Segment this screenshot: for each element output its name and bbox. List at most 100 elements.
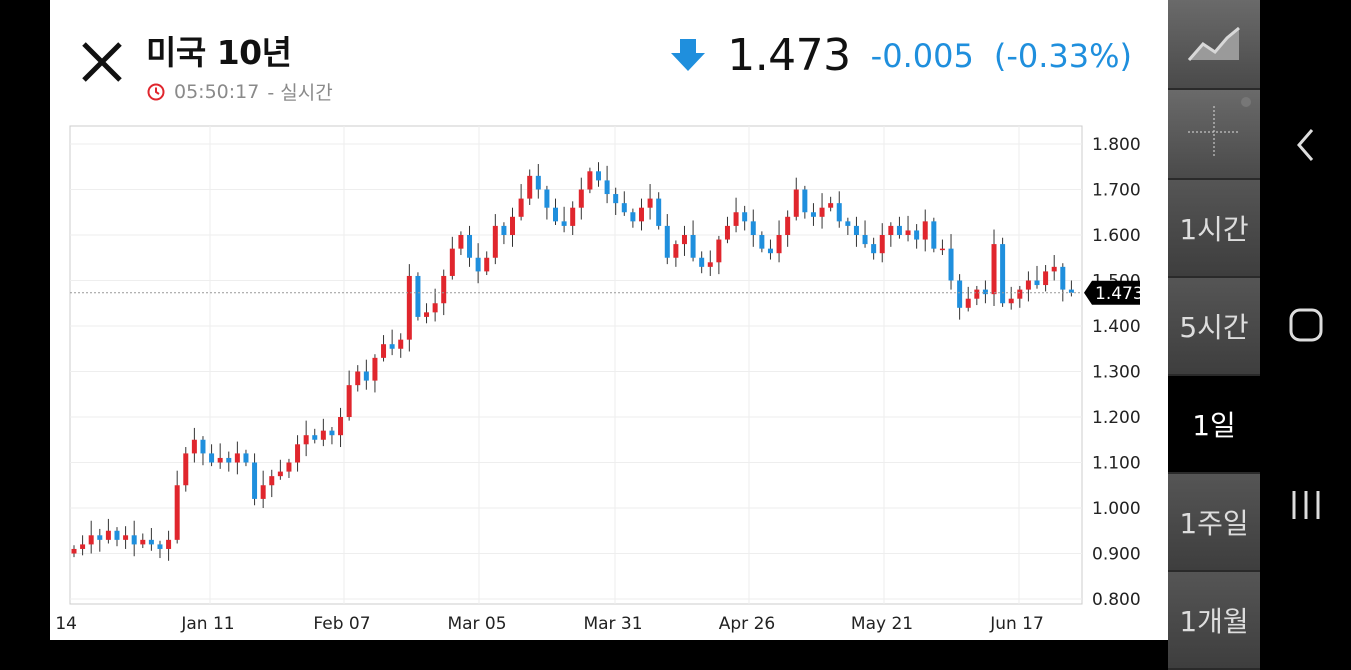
candle-body bbox=[681, 235, 687, 245]
candle-body bbox=[475, 257, 481, 272]
candle-body bbox=[690, 235, 696, 258]
price-change-percent: (-0.33%) bbox=[993, 36, 1132, 75]
candle-body bbox=[209, 453, 215, 463]
back-button[interactable] bbox=[1260, 120, 1351, 170]
x-tick-label: c 14 bbox=[50, 614, 77, 634]
y-tick-label: 0.800 bbox=[1092, 590, 1141, 610]
x-tick-label: May 21 bbox=[851, 614, 913, 634]
period-button-0[interactable]: 1시간 bbox=[1168, 180, 1260, 278]
time-row: 05:50:17 - 실시간 bbox=[146, 78, 333, 105]
candle-body bbox=[535, 175, 541, 190]
candle-body bbox=[286, 462, 292, 472]
candle-body bbox=[570, 207, 576, 226]
candle-body bbox=[398, 339, 404, 349]
candle-body bbox=[449, 248, 455, 276]
candle-body bbox=[277, 471, 283, 477]
candle-body bbox=[1025, 280, 1031, 290]
candle-body bbox=[467, 235, 473, 258]
candle-body bbox=[819, 207, 825, 217]
candle-body bbox=[1068, 289, 1074, 293]
x-tick-label: Jan 11 bbox=[180, 614, 234, 634]
period-button-4[interactable]: 1개월 bbox=[1168, 572, 1260, 670]
crosshair-button[interactable] bbox=[1168, 90, 1260, 180]
candle-body bbox=[71, 548, 77, 554]
page-title: 미국 10년 bbox=[146, 33, 292, 72]
update-time: 05:50:17 bbox=[174, 80, 260, 103]
candle-body bbox=[458, 235, 464, 249]
candle-body bbox=[157, 544, 163, 549]
chart-toolbar: 1시간 5시간 1일 1주일 1개월 bbox=[1168, 0, 1260, 670]
price-chart[interactable]: 1.8001.7001.6001.5001.4001.3001.2001.100… bbox=[50, 0, 1168, 640]
candle-body bbox=[656, 198, 662, 226]
candle-body bbox=[905, 230, 911, 235]
candle-body bbox=[518, 198, 524, 217]
system-nav-bar bbox=[1260, 0, 1351, 640]
arrow-down-icon bbox=[671, 38, 706, 71]
candle-body bbox=[707, 262, 713, 267]
candle-body bbox=[750, 221, 756, 235]
candle-body bbox=[948, 248, 954, 281]
candle-body bbox=[191, 439, 197, 454]
y-tick-label: 1.700 bbox=[1092, 181, 1141, 201]
x-tick-label: Mar 31 bbox=[583, 614, 642, 634]
y-tick-label: 1.100 bbox=[1092, 454, 1141, 474]
x-tick-label: Mar 05 bbox=[447, 614, 506, 634]
close-icon[interactable] bbox=[80, 40, 124, 84]
last-price: 1.473 bbox=[727, 30, 851, 81]
period-button-3[interactable]: 1주일 bbox=[1168, 474, 1260, 572]
y-tick-label: 1.400 bbox=[1092, 317, 1141, 337]
crosshair-icon bbox=[1188, 97, 1251, 158]
candle-body bbox=[363, 371, 369, 381]
candle-body bbox=[862, 235, 868, 245]
candle-body bbox=[415, 275, 421, 317]
chart-type-button[interactable] bbox=[1168, 0, 1260, 90]
candle-body bbox=[630, 212, 636, 222]
candle-body bbox=[441, 275, 447, 304]
candle-body bbox=[140, 539, 146, 545]
candle-body bbox=[295, 444, 301, 463]
candle-body bbox=[1060, 266, 1066, 290]
candle-body bbox=[871, 244, 877, 254]
home-button[interactable] bbox=[1260, 300, 1351, 350]
y-tick-label: 1.800 bbox=[1092, 135, 1141, 155]
candle-body bbox=[724, 225, 730, 240]
period-button-2[interactable]: 1일 bbox=[1168, 376, 1260, 474]
candle-body bbox=[492, 225, 498, 258]
period-button-1[interactable]: 5시간 bbox=[1168, 278, 1260, 376]
candle-body bbox=[759, 235, 765, 249]
candle-body bbox=[432, 303, 438, 313]
candle-body bbox=[1017, 289, 1023, 299]
y-tick-label: 0.900 bbox=[1092, 545, 1141, 565]
candle-body bbox=[785, 216, 791, 235]
candle-body bbox=[260, 485, 266, 499]
current-price-tag bbox=[1084, 280, 1140, 305]
recents-button[interactable] bbox=[1260, 480, 1351, 530]
candle-body bbox=[346, 385, 352, 417]
candle-body bbox=[922, 221, 928, 240]
candle-body bbox=[320, 430, 326, 440]
candle-body bbox=[578, 189, 584, 208]
candle-body bbox=[587, 171, 593, 190]
candle-body bbox=[148, 539, 154, 545]
candle-body bbox=[982, 289, 988, 295]
candle-body bbox=[673, 244, 679, 258]
candle-body bbox=[200, 439, 206, 454]
candle-body bbox=[303, 435, 309, 445]
x-tick-label: Feb 07 bbox=[313, 614, 370, 634]
current-price-label: 1.473 bbox=[1095, 284, 1144, 304]
candle-body bbox=[114, 530, 120, 540]
x-tick-label: Jun 17 bbox=[989, 614, 1044, 634]
candle-body bbox=[105, 530, 111, 540]
candle-body bbox=[957, 280, 963, 308]
candle-body bbox=[561, 221, 567, 226]
home-icon bbox=[1289, 308, 1322, 342]
candle-body bbox=[88, 535, 94, 545]
candle-body bbox=[767, 248, 773, 254]
candle-body bbox=[931, 221, 937, 249]
candle-body bbox=[638, 207, 644, 222]
price-box: 1.473 -0.005 (-0.33%) bbox=[669, 30, 1132, 81]
candle-body bbox=[810, 212, 816, 217]
candle-body bbox=[269, 476, 275, 486]
candle-body bbox=[939, 248, 945, 251]
candle-body bbox=[252, 462, 258, 499]
